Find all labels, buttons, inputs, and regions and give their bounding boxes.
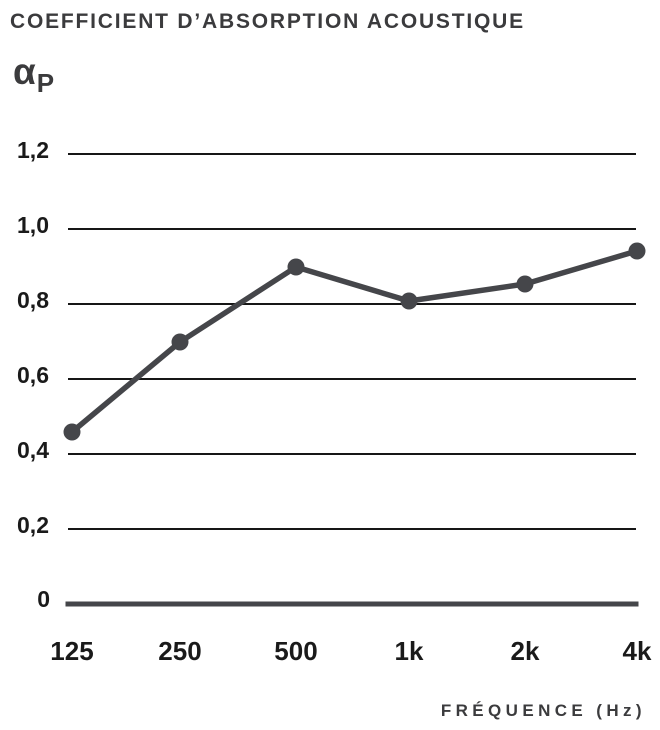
svg-text:0,6: 0,6 <box>17 362 49 388</box>
svg-text:0,4: 0,4 <box>17 437 49 463</box>
svg-text:0: 0 <box>37 586 50 612</box>
svg-text:1k: 1k <box>395 636 424 666</box>
svg-text:4k: 4k <box>623 636 652 666</box>
svg-text:1,0: 1,0 <box>17 212 49 238</box>
svg-text:250: 250 <box>158 636 201 666</box>
svg-text:125: 125 <box>50 636 93 666</box>
svg-text:1,2: 1,2 <box>17 137 49 163</box>
svg-text:500: 500 <box>274 636 317 666</box>
svg-text:0,8: 0,8 <box>17 287 49 313</box>
svg-text:2k: 2k <box>511 636 540 666</box>
svg-text:FRÉQUENCE (Hz): FRÉQUENCE (Hz) <box>441 701 646 720</box>
svg-text:0,2: 0,2 <box>17 512 49 538</box>
